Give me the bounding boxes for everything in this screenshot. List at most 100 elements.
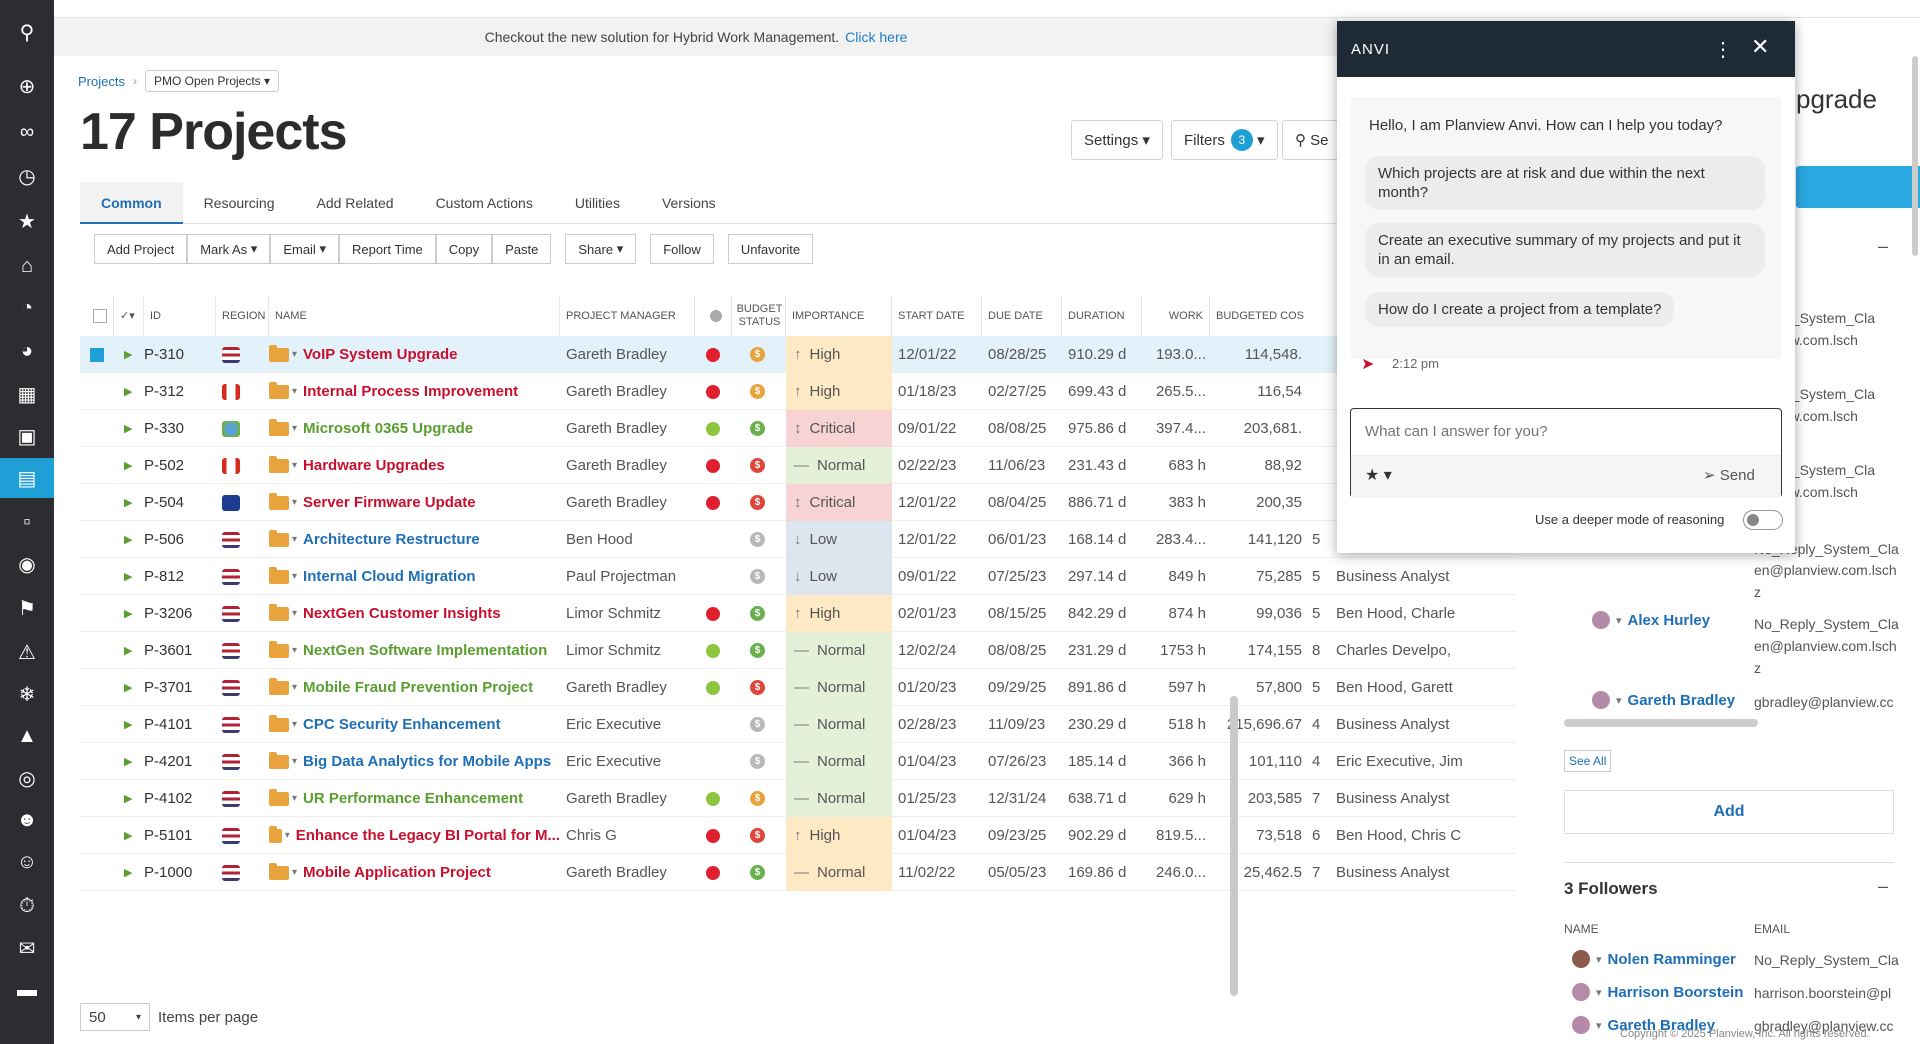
horizontal-scrollbar[interactable]	[1564, 719, 1758, 727]
chevron-down-icon[interactable]: ▾	[1596, 1019, 1602, 1032]
filter-toggle-icon[interactable]: ✓▾	[114, 296, 144, 336]
vertical-scrollbar[interactable]	[1912, 56, 1918, 256]
table-row[interactable]: ▶ P-330 ▾ Microsoft 0365 Upgrade Gareth Brad…	[80, 410, 1516, 447]
items-per-page-select[interactable]: 50 ▾	[80, 1003, 150, 1031]
home-icon[interactable]: ⌂	[20, 254, 34, 277]
snowflake-icon[interactable]: ❄	[18, 683, 36, 706]
target-icon[interactable]: ◎	[18, 767, 36, 790]
chat-input[interactable]	[1365, 419, 1765, 443]
alert-icon[interactable]: ⚠	[18, 641, 36, 664]
cell-name[interactable]: ▾ Internal Cloud Migration	[269, 558, 560, 595]
share-button[interactable]: Share ▾	[565, 234, 637, 264]
row-checkbox[interactable]	[80, 521, 114, 558]
column-importance[interactable]: IMPORTANCE	[786, 296, 892, 336]
history-icon[interactable]: ◷	[18, 165, 36, 188]
chevron-down-icon[interactable]: ▾	[1616, 614, 1622, 627]
column-budgeted-cost[interactable]: BUDGETED COS	[1216, 309, 1305, 322]
cell-name[interactable]: ▾ Mobile Application Project	[269, 854, 560, 891]
table-row[interactable]: ▶ P-504 ▾ Server Firmware Update Gareth Brad…	[80, 484, 1516, 521]
cell-name[interactable]: ▾ UR Performance Enhancement	[269, 780, 560, 817]
timer-icon[interactable]: ⏱	[19, 894, 35, 917]
row-checkbox[interactable]	[80, 447, 114, 484]
column-name[interactable]: NAME	[269, 296, 560, 336]
expand-icon[interactable]: ▶	[124, 423, 133, 435]
banner-link[interactable]: Click here	[845, 29, 908, 45]
collapse-icon[interactable]: –	[1878, 876, 1889, 896]
see-all-button[interactable]: See All	[1564, 750, 1612, 772]
expand-icon[interactable]: ▶	[124, 386, 133, 398]
clipboard-icon[interactable]: ▫	[23, 510, 31, 533]
close-icon[interactable]: ✕	[1751, 34, 1771, 59]
expand-icon[interactable]: ▶	[124, 793, 133, 805]
paste-button[interactable]: Paste	[492, 234, 552, 264]
row-checkbox[interactable]	[80, 780, 114, 817]
chevron-down-icon[interactable]: ▾	[1616, 694, 1622, 707]
grid-vertical-scrollbar[interactable]	[1230, 696, 1238, 996]
expand-icon[interactable]: ▶	[124, 608, 133, 620]
infinity-icon[interactable]: ∞	[19, 120, 35, 143]
column-region[interactable]: REGION	[216, 296, 269, 336]
expand-icon[interactable]: ▶	[124, 571, 133, 583]
suggestion-chip[interactable]: Create an executive summary of my projec…	[1365, 223, 1765, 277]
expand-icon[interactable]: ▶	[124, 830, 133, 842]
row-checkbox[interactable]	[80, 336, 114, 373]
reasoning-toggle[interactable]	[1743, 510, 1783, 530]
user-icon[interactable]: ☻	[16, 808, 38, 831]
briefcase-icon[interactable]: ▣	[17, 425, 37, 448]
column-duration[interactable]: DURATION	[1062, 296, 1142, 336]
table-row[interactable]: ▶ P-3601 ▾ NextGen Software Implementation L…	[80, 632, 1516, 669]
tab-resourcing[interactable]: Resourcing	[203, 195, 275, 211]
project-name-link[interactable]: UR Performance Enhancement	[303, 790, 524, 807]
expand-icon[interactable]: ▶	[124, 867, 133, 879]
storage-icon[interactable]: ▬	[17, 978, 37, 1001]
chat-icon[interactable]: ✉	[18, 937, 36, 960]
cell-name[interactable]: ▾ Internal Process Improvement	[269, 373, 560, 410]
lightbulb-icon[interactable]: ◉	[18, 553, 36, 576]
row-checkbox[interactable]	[80, 558, 114, 595]
column-work[interactable]: WORK	[1142, 296, 1210, 336]
table-row[interactable]: ▶ P-3701 ▾ Mobile Fraud Prevention Project G…	[80, 669, 1516, 706]
expand-icon[interactable]: ▶	[124, 756, 133, 768]
row-checkbox[interactable]	[80, 410, 114, 447]
table-row[interactable]: ▶ P-310 ▾ VoIP System Upgrade Gareth Bradley…	[80, 336, 1516, 373]
mark-as-button[interactable]: Mark As ▾	[187, 234, 271, 264]
column-start-date[interactable]: START DATE	[892, 296, 982, 336]
person-name[interactable]: Alex Hurley	[1627, 611, 1711, 629]
expand-icon[interactable]: ▶	[124, 645, 133, 657]
table-row[interactable]: ▶ P-4201 ▾ Big Data Analytics for Mobile Ap…	[80, 743, 1516, 780]
projects-icon[interactable]: ▤	[0, 458, 54, 498]
expand-icon[interactable]: ▶	[124, 682, 133, 694]
more-options-icon[interactable]: ⋮	[1713, 39, 1734, 61]
expand-icon[interactable]: ▶	[124, 719, 133, 731]
cell-name[interactable]: ▾ Architecture Restructure	[269, 521, 560, 558]
collapse-icon[interactable]: –	[1878, 236, 1889, 256]
breadcrumb-projects[interactable]: Projects	[78, 73, 125, 89]
project-name-link[interactable]: Enhance the Legacy BI Portal for M...	[295, 827, 560, 844]
cell-name[interactable]: ▾ Microsoft 0365 Upgrade	[269, 410, 560, 447]
search-icon[interactable]: ⚲	[19, 21, 35, 44]
unfavorite-button[interactable]: Unfavorite	[727, 234, 814, 264]
project-name-link[interactable]: Microsoft 0365 Upgrade	[303, 420, 474, 437]
cell-name[interactable]: ▾ Mobile Fraud Prevention Project	[269, 669, 560, 706]
project-name-link[interactable]: VoIP System Upgrade	[303, 346, 458, 363]
table-row[interactable]: ▶ P-312 ▾ Internal Process Improvement Garet…	[80, 373, 1516, 410]
table-row[interactable]: ▶ P-1000 ▾ Mobile Application Project Gareth…	[80, 854, 1516, 891]
follower-name[interactable]: Nolen Ramminger	[1607, 950, 1736, 968]
project-name-link[interactable]: Big Data Analytics for Mobile Apps	[303, 753, 552, 770]
follow-button[interactable]: Follow	[650, 234, 714, 264]
tab-custom-actions[interactable]: Custom Actions	[435, 195, 533, 211]
cell-name[interactable]: ▾ Enhance the Legacy BI Portal for M...	[269, 817, 560, 854]
row-checkbox[interactable]	[80, 743, 114, 780]
project-name-link[interactable]: NextGen Software Implementation	[303, 642, 548, 659]
star-icon[interactable]: ★	[18, 210, 36, 233]
table-row[interactable]: ▶ P-506 ▾ Architecture Restructure Ben Hood $…	[80, 521, 1516, 558]
project-name-link[interactable]: Architecture Restructure	[303, 531, 480, 548]
column-budget-status[interactable]: BUDGET STATUS	[732, 296, 786, 336]
add-button[interactable]: Add	[1564, 790, 1894, 834]
expand-icon[interactable]: ▶	[124, 460, 133, 472]
column-status[interactable]	[695, 296, 732, 336]
cell-name[interactable]: ▾ NextGen Software Implementation	[269, 632, 560, 669]
report-time-button[interactable]: Report Time	[338, 234, 436, 264]
add-project-button[interactable]: Add Project	[94, 234, 188, 264]
chevron-down-icon[interactable]: ▾	[1596, 953, 1602, 966]
